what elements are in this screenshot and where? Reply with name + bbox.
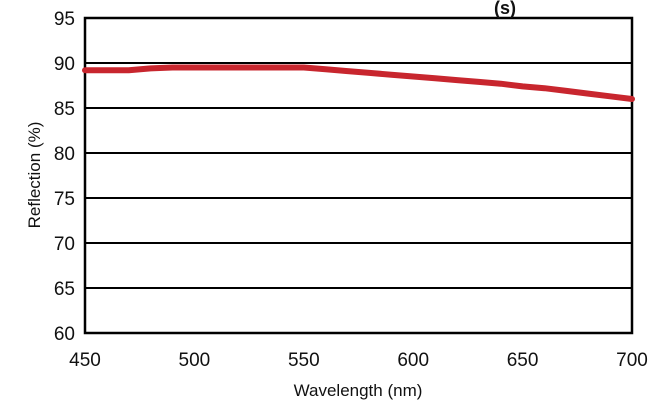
x-tick-label: 550: [288, 350, 320, 371]
x-tick-label: 650: [507, 350, 539, 371]
y-tick-label: 75: [54, 189, 75, 210]
y-tick-label: 60: [54, 324, 75, 345]
series-layer: [82, 64, 635, 102]
y-tick-label: 70: [54, 234, 75, 255]
plot-frame: [83, 16, 634, 335]
x-tick-label: 600: [397, 350, 429, 371]
series-line: [82, 64, 635, 102]
y-tick-label: 85: [54, 99, 75, 120]
x-tick-label: 500: [179, 350, 211, 371]
y-tick-label: 90: [54, 54, 75, 75]
x-tick-labels: 450 500 550 600 650 700: [69, 350, 648, 371]
grid-lines: [85, 17, 632, 334]
chart-title-fragment: (s): [494, 0, 516, 18]
x-tick-label: 700: [616, 350, 648, 371]
y-axis-label: Reflection (%): [25, 122, 44, 229]
x-axis-label: Wavelength (nm): [294, 381, 423, 400]
y-tick-labels: 60 65 70 75 80 85 90 95: [54, 9, 75, 345]
y-tick-label: 80: [54, 144, 75, 165]
x-tick-label: 450: [69, 350, 101, 371]
y-tick-label: 95: [54, 9, 75, 30]
y-tick-label: 65: [54, 279, 75, 300]
